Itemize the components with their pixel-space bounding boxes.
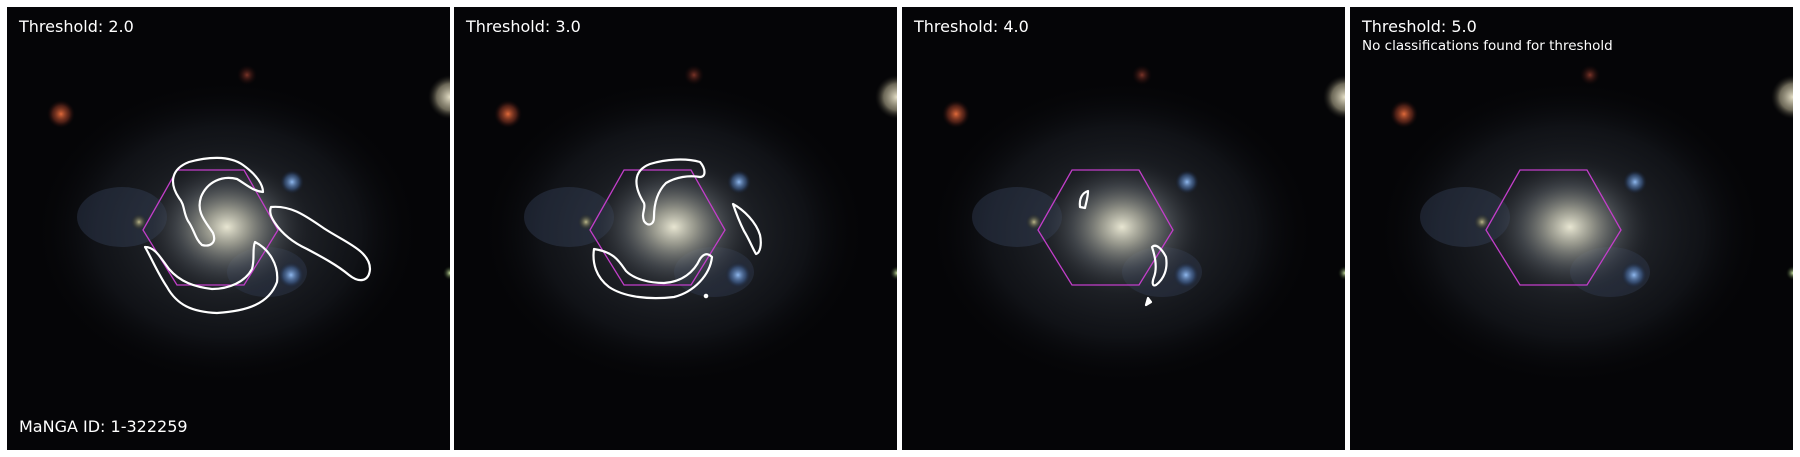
threshold-label: Threshold: 3.0 [466,17,581,36]
panel-threshold-3: Threshold: 3.0 [454,7,897,450]
threshold-label: Threshold: 4.0 [914,17,1029,36]
contour-lines [143,156,372,315]
panel-threshold-4: Threshold: 4.0 [902,7,1345,450]
threshold-label: Threshold: 5.0 [1362,17,1477,36]
panel-threshold-2: Threshold: 2.0 MaNGA ID: 1-322259 [7,7,450,450]
galaxy-image [7,7,450,450]
hexagon-bundle [1037,169,1174,286]
manga-id-label: MaNGA ID: 1-322259 [19,417,188,436]
contour-lines [592,158,762,300]
hexagon-bundle [142,169,279,286]
galaxy-image [1350,7,1793,450]
hexagon-bundle [1485,169,1622,286]
galaxy-image [902,7,1345,450]
threshold-label: Threshold: 2.0 [19,17,134,36]
no-classifications-note: No classifications found for threshold [1362,38,1613,54]
galaxy-image [454,7,897,450]
contour-lines [1078,189,1168,307]
panel-threshold-5: Threshold: 5.0 No classifications found … [1350,7,1793,450]
hexagon-bundle [589,169,726,286]
